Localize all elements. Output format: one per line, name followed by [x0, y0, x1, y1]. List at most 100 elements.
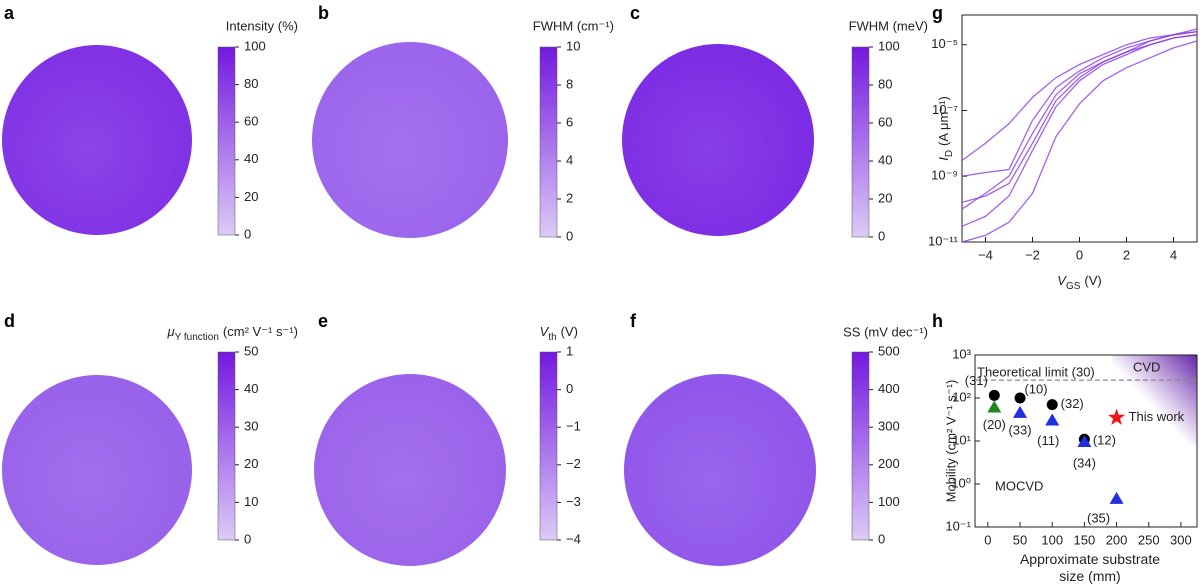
colorbar-tick-label: 8 [566, 76, 573, 91]
colorbar-label-unit: (V) [561, 324, 578, 339]
point-label: (10) [1024, 381, 1047, 396]
y-axis-label: ID (A μm⁻¹) [936, 96, 954, 161]
colorbar-tick-label: 6 [566, 114, 573, 129]
y-axis-label-main: I [936, 157, 951, 161]
colorbar-tick-label: 200 [878, 456, 900, 471]
y-axis-label-unit: (A μm⁻¹) [936, 96, 951, 146]
panel-letter: f [630, 311, 637, 331]
colorbar-tick-label: 30 [244, 419, 258, 434]
colorbar [217, 351, 236, 541]
colorbar-label-sub: th [548, 332, 556, 343]
colorbar-tick-label: 10 [244, 494, 258, 509]
colorbar [851, 46, 870, 238]
point-label: (31) [965, 373, 988, 388]
point [1077, 434, 1092, 447]
point-label: (12) [1093, 433, 1116, 448]
colorbar-tick-label: 400 [878, 381, 900, 396]
wafer-map [624, 374, 816, 566]
series-label: This work [1129, 409, 1185, 424]
x-tick-label: −4 [978, 247, 993, 262]
panel-letter: g [932, 3, 943, 23]
x-axis-label-sub: GS [1066, 281, 1081, 292]
x-tick-label: 150 [1074, 532, 1096, 547]
x-axis-label: VGS (V) [1057, 273, 1101, 291]
point-label: (20) [983, 417, 1006, 432]
colorbar-label-main: V [540, 324, 550, 339]
transfer-curve [961, 28, 1198, 162]
x-axis-label-main: V [1057, 273, 1067, 288]
point-label: (32) [1061, 396, 1084, 411]
panel-letter: e [318, 311, 328, 331]
series-label: MOCVD [995, 478, 1043, 493]
colorbar-tick-label: 0 [566, 228, 573, 243]
colorbar-tick-label: 100 [878, 38, 900, 53]
x-tick-label: 0 [984, 532, 991, 547]
colorbar-tick-label: 40 [244, 381, 258, 396]
colorbar-tick-label: 1 [566, 343, 573, 358]
colorbar-tick-label: 20 [244, 189, 258, 204]
point [987, 400, 1002, 413]
panel-letter: h [932, 311, 943, 331]
wafer-map [622, 44, 814, 236]
x-axis-label: Approximate substrate size (mm) [1019, 551, 1161, 584]
plot-frame [961, 14, 1198, 243]
point [1045, 413, 1060, 426]
point [1013, 405, 1028, 418]
point-label: (35) [1087, 510, 1110, 525]
x-tick-label: −2 [1025, 247, 1040, 262]
point [988, 389, 1000, 401]
colorbar-label: Intensity (%) [226, 18, 298, 33]
colorbar-tick-label: 50 [244, 343, 258, 358]
y-tick-label: 10⁻⁹ [931, 168, 958, 183]
colorbar-tick-label: 20 [244, 456, 258, 471]
x-axis-label-box: Approximate substrate size (mm) [1019, 551, 1161, 584]
y-tick-label: 10⁻¹ [945, 518, 971, 533]
colorbar-tick-label: 100 [244, 38, 266, 53]
wafer-map [314, 374, 506, 566]
colorbar-label: Vth (V) [540, 324, 578, 342]
colorbar-tick-label: 2 [566, 190, 573, 205]
colorbar [217, 46, 236, 236]
point [1109, 491, 1124, 504]
panel-letter: c [630, 3, 640, 23]
colorbar-tick-label: 80 [244, 76, 258, 91]
y-tick-label: 10¹ [952, 432, 971, 447]
colorbar [539, 46, 558, 238]
point-label: (11) [1037, 433, 1059, 448]
colorbar-label: FWHM (cm⁻¹) [533, 18, 614, 33]
decor-gradient [1112, 355, 1197, 445]
colorbar-tick-label: 0 [878, 228, 885, 243]
y-axis-label-sub: D [944, 150, 955, 157]
colorbar-tick-label: 10 [566, 38, 580, 53]
y-axis-label: Mobility (cm² V⁻¹ s⁻¹) [943, 380, 958, 503]
transfer-curve [961, 34, 1198, 204]
y-tick-label: 10⁰ [951, 475, 971, 490]
colorbar [539, 351, 558, 541]
colorbar-tick-label: 100 [878, 494, 900, 509]
x-tick-label: 50 [1013, 532, 1027, 547]
colorbar-tick-label: −3 [566, 494, 581, 509]
transfer-curve [961, 30, 1198, 210]
colorbar-tick-label: −1 [566, 419, 581, 434]
x-tick-label: 300 [1170, 532, 1192, 547]
point-label: (33) [1008, 422, 1031, 437]
point [1108, 408, 1126, 425]
transfer-curve [961, 34, 1198, 227]
x-tick-label: 0 [1076, 247, 1083, 262]
colorbar-label-sub: Y function [175, 332, 219, 343]
y-tick-label: 10² [952, 389, 971, 404]
panel-letter: d [4, 311, 15, 331]
x-tick-label: 4 [1170, 247, 1177, 262]
colorbar-tick-label: −4 [566, 531, 581, 546]
x-tick-label: 250 [1138, 532, 1160, 547]
y-tick-label: 10⁻⁷ [932, 102, 958, 117]
x-axis-label-unit: (V) [1084, 273, 1101, 288]
colorbar-tick-label: 4 [566, 152, 573, 167]
colorbar-tick-label: 60 [878, 114, 892, 129]
colorbar-tick-label: 300 [878, 419, 900, 434]
x-tick-label: 100 [1041, 532, 1063, 547]
colorbar-tick-label: 0 [878, 531, 885, 546]
panel-letter: a [4, 3, 15, 23]
